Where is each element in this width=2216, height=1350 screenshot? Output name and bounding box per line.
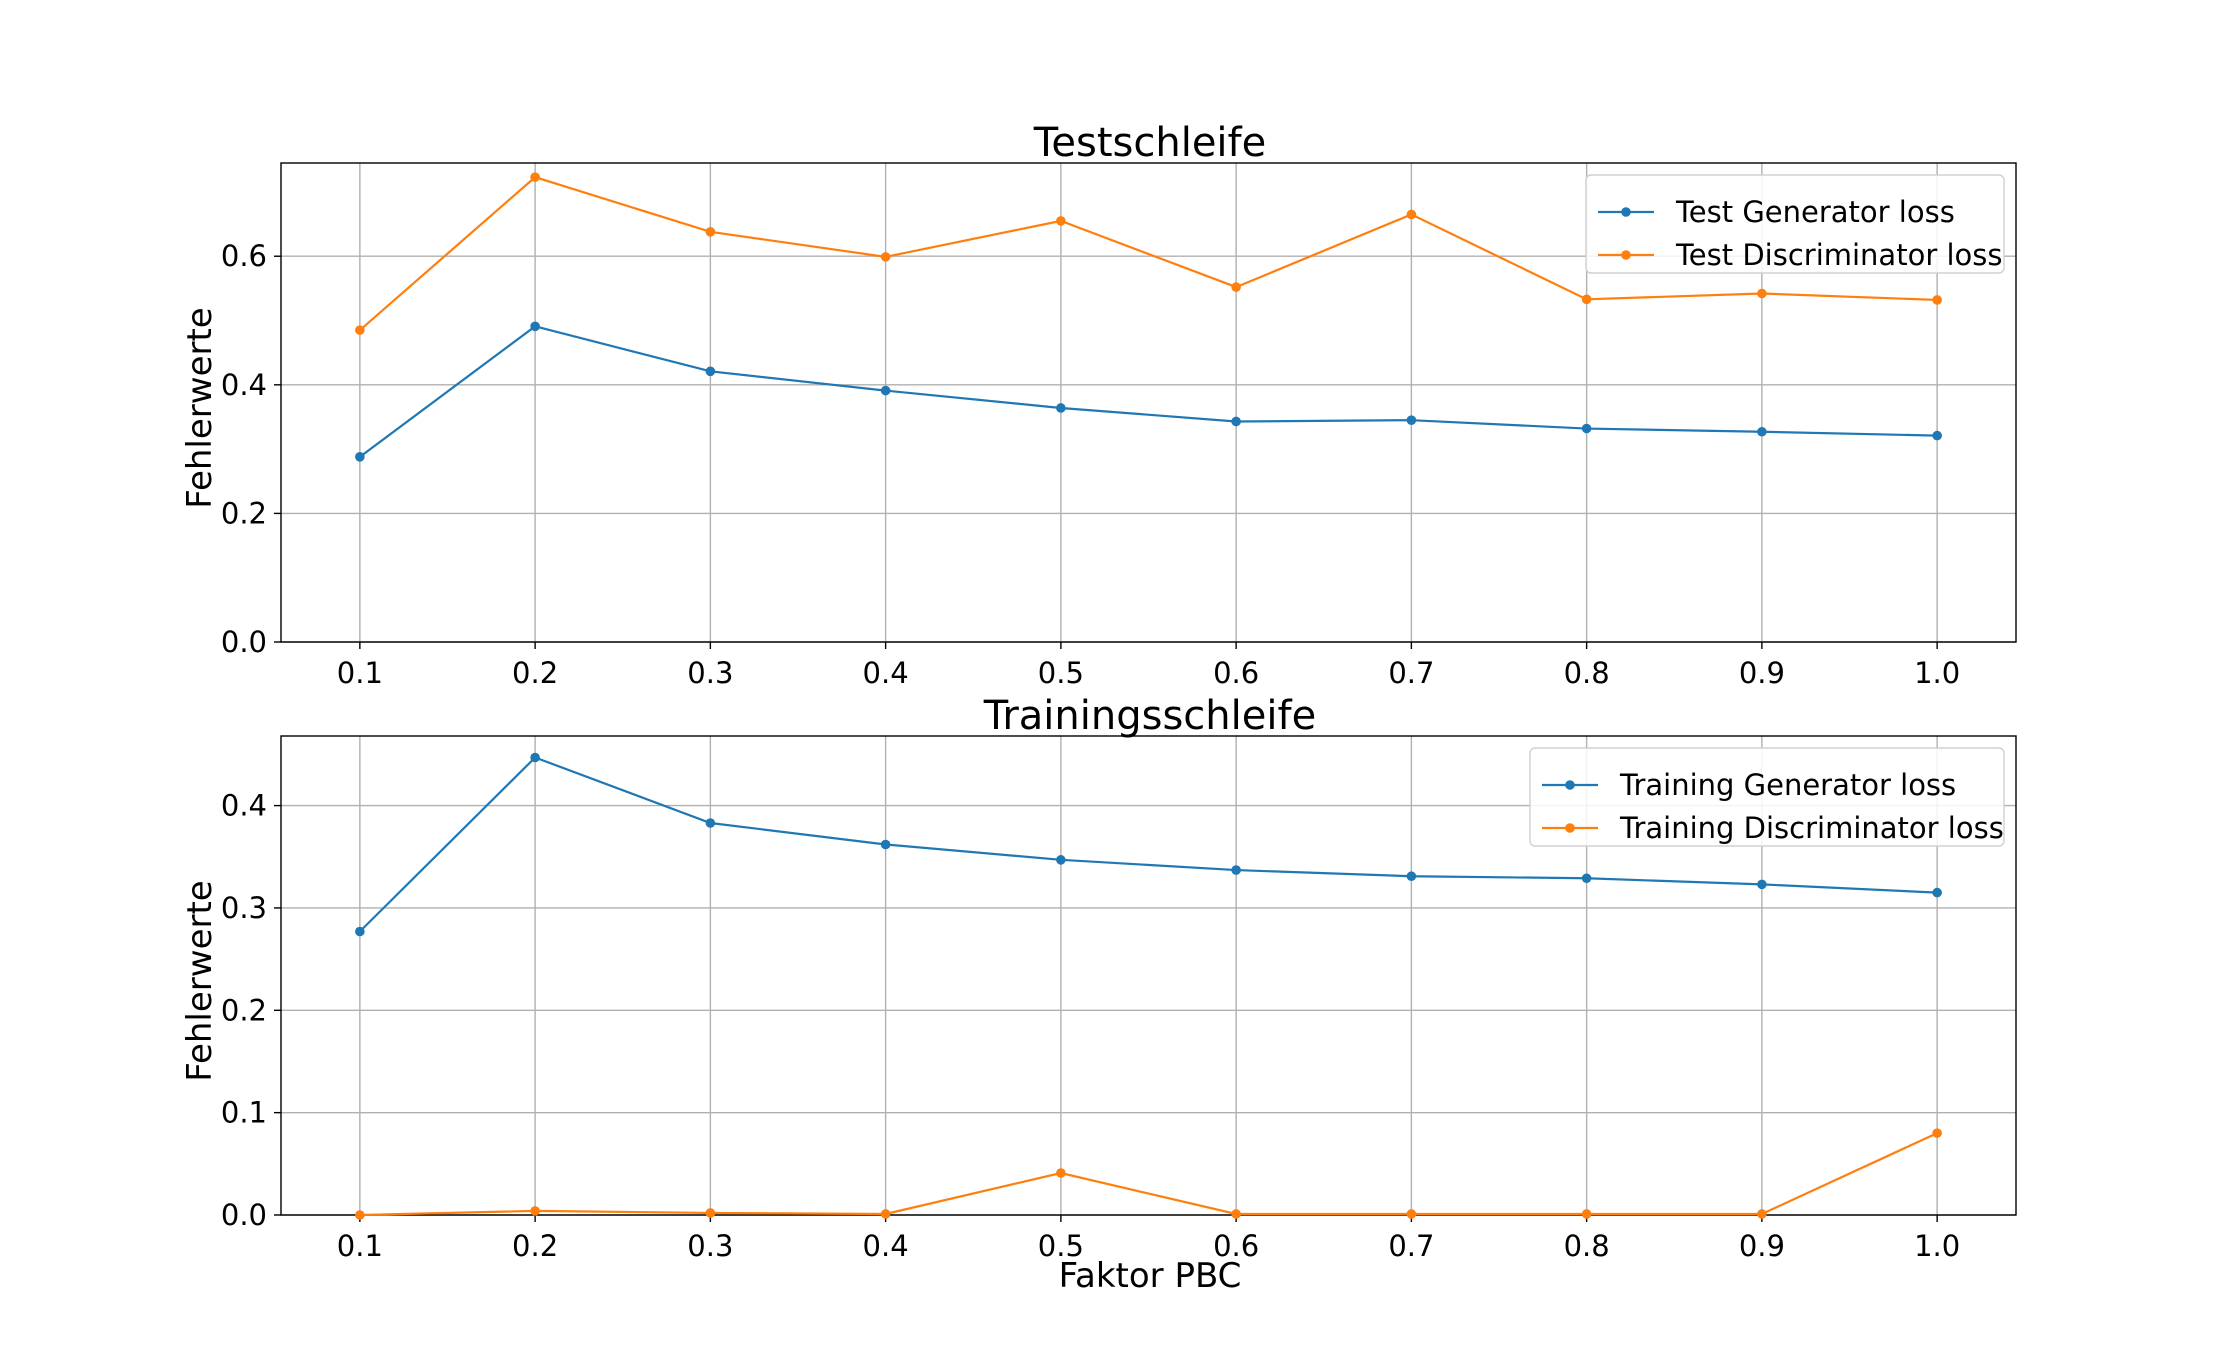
training-loop-series-2-point xyxy=(1231,1209,1241,1219)
test-loop-panel: Testschleife Fehlerwerte 0.1 0.2 0.3 0.4 0.5… xyxy=(180,120,2017,690)
test-loop-series-1-point xyxy=(1581,423,1592,434)
training-loop-y-tick-label: 0.2 xyxy=(221,993,267,1027)
training-loop-series-1-point xyxy=(1056,855,1066,865)
training-loop-series-2-point xyxy=(1406,1209,1417,1219)
training-loop-x-tick-label: 0.5 xyxy=(1038,1229,1084,1263)
test-loop-legend-box xyxy=(1585,174,2005,274)
training-loop-legend: Training Generator loss Training Discrimi… xyxy=(1529,747,2005,847)
training-loop-series-1-point xyxy=(1757,879,1767,890)
training-loop-x-tick-label: 0.4 xyxy=(863,1229,909,1263)
test-loop-series-1-line xyxy=(359,325,1938,458)
training-loop-y-tick-label: 0.1 xyxy=(221,1096,267,1130)
training-loop-series-2-point xyxy=(1056,1168,1066,1178)
test-loop-series-2-point xyxy=(1581,294,1592,305)
training-loop-legend-swatch-marker xyxy=(1565,780,1575,790)
test-loop-plot-area: 0.1 0.2 0.3 0.4 0.5 0.6 0.7 0.8 0.9 1.0 0.0 0.2 0.4 0… xyxy=(221,162,2017,690)
test-loop-series-2-point xyxy=(530,172,540,182)
training-loop-x-tick-label: 0.8 xyxy=(1564,1229,1610,1263)
training-loop-legend-swatch-marker xyxy=(1565,823,1575,833)
training-loop-y-tick-label: 0.4 xyxy=(221,789,267,823)
test-loop-x-tick-label: 0.2 xyxy=(512,656,558,690)
training-loop-series-2-point xyxy=(1757,1209,1767,1219)
test-loop-title: Testschleife xyxy=(1033,120,1266,166)
training-loop-title: Trainingsschleife xyxy=(983,693,1316,739)
test-loop-series-2-point xyxy=(355,325,365,335)
test-loop-series-2-point xyxy=(1757,288,1767,299)
test-loop-legend-swatch-marker xyxy=(1621,207,1631,217)
test-loop-series-2-point xyxy=(880,252,891,262)
test-loop-y-tick-label: 0.2 xyxy=(221,496,267,530)
test-loop-x-tick-label: 0.4 xyxy=(863,656,909,690)
test-loop-y-tick-label: 0.0 xyxy=(221,625,267,659)
test-loop-series-2-point xyxy=(1056,216,1066,226)
test-loop-legend-label: Test Discriminator loss xyxy=(1675,238,2002,272)
training-loop-y-tick-label: 0.3 xyxy=(221,891,267,925)
training-loop-series-1-point xyxy=(880,839,891,850)
test-loop-x-tick-label: 1.0 xyxy=(1914,656,1960,690)
test-loop-x-tick-label: 0.9 xyxy=(1739,656,1785,690)
test-loop-series-2-point xyxy=(705,226,716,237)
training-loop-series-2-point xyxy=(355,1210,365,1220)
training-loop-panel: Trainingsschleife Fehlerwerte 0.1 0.2 0.3 0… xyxy=(180,693,2017,1296)
training-loop-x-tick-label: 0.9 xyxy=(1739,1229,1785,1263)
test-loop-series-2-point xyxy=(1231,282,1241,292)
training-loop-legend-label: Training Discriminator loss xyxy=(1619,811,2004,845)
training-loop-x-tick-label: 1.0 xyxy=(1914,1229,1960,1263)
test-loop-x-tick-label: 0.3 xyxy=(687,656,733,690)
training-loop-series-1-point xyxy=(1932,887,1942,898)
test-loop-x-tick-label: 0.6 xyxy=(1213,656,1259,690)
training-loop-legend-box xyxy=(1529,747,2005,847)
test-loop-series-1-point xyxy=(705,366,716,377)
training-loop-series-1-point xyxy=(1231,865,1241,875)
training-loop-series-2-point xyxy=(880,1209,891,1219)
training-loop-x-tick-label: 0.3 xyxy=(687,1229,733,1263)
test-loop-series-1-point xyxy=(1231,416,1241,427)
training-loop-legend-label: Training Generator loss xyxy=(1619,768,1956,802)
test-loop-series-2-point xyxy=(1932,295,1942,305)
test-loop-series-1-point xyxy=(355,452,365,462)
training-loop-series-1-point xyxy=(1406,871,1417,882)
training-loop-series-1-point xyxy=(1581,873,1592,884)
training-loop-series-2-line xyxy=(359,1132,1938,1217)
test-loop-series-1-point xyxy=(1932,430,1942,441)
training-loop-x-tick-label: 0.7 xyxy=(1388,1229,1434,1263)
training-loop-series-1-point xyxy=(705,818,716,828)
test-loop-series-1-point xyxy=(880,385,891,396)
test-loop-legend-label: Test Generator loss xyxy=(1675,195,1955,229)
training-loop-x-tick-label: 0.2 xyxy=(512,1229,558,1263)
training-loop-x-tick-label: 0.1 xyxy=(337,1229,383,1263)
test-loop-y-tick-label: 0.6 xyxy=(221,239,267,273)
test-loop-series-1-point xyxy=(1406,415,1417,425)
test-loop-series-2-line xyxy=(359,175,1938,331)
training-loop-x-tick-label: 0.6 xyxy=(1213,1229,1259,1263)
test-loop-series-2-point xyxy=(1406,209,1417,220)
training-loop-series-2-point xyxy=(705,1208,716,1218)
training-loop-series-1-line xyxy=(359,756,1938,933)
training-loop-series-1-point xyxy=(530,752,540,763)
test-loop-series-1-point xyxy=(1757,426,1767,437)
test-loop-y-tick-label: 0.4 xyxy=(221,368,267,402)
training-loop-y-axis-label: Fehlerwerte xyxy=(180,880,220,1081)
test-loop-series-1-point xyxy=(1056,403,1066,413)
test-loop-axes-frame xyxy=(280,162,2017,643)
training-loop-plot-area: 0.1 0.2 0.3 0.4 0.5 0.6 0.7 0.8 0.9 1.0 0.0 0.1 0.2 0… xyxy=(221,735,2017,1263)
test-loop-x-tick-label: 0.1 xyxy=(337,656,383,690)
test-loop-x-tick-label: 0.5 xyxy=(1038,656,1084,690)
test-loop-x-tick-label: 0.7 xyxy=(1388,656,1434,690)
training-loop-series-2-point xyxy=(530,1206,540,1216)
test-loop-y-axis-label: Fehlerwerte xyxy=(180,307,220,508)
training-loop-axes-frame xyxy=(280,735,2017,1216)
training-loop-series-1-point xyxy=(355,926,365,937)
training-loop-series-2-point xyxy=(1932,1128,1942,1138)
x-axis-label: Faktor PBC xyxy=(1059,1256,1242,1296)
test-loop-legend: Test Generator loss Test Discriminator lo… xyxy=(1585,174,2005,274)
test-loop-series-1-point xyxy=(530,321,540,332)
test-loop-legend-swatch-marker xyxy=(1621,250,1631,260)
training-loop-y-tick-label: 0.0 xyxy=(221,1198,267,1232)
training-loop-series-2-point xyxy=(1581,1209,1592,1219)
test-loop-x-tick-label: 0.8 xyxy=(1564,656,1610,690)
